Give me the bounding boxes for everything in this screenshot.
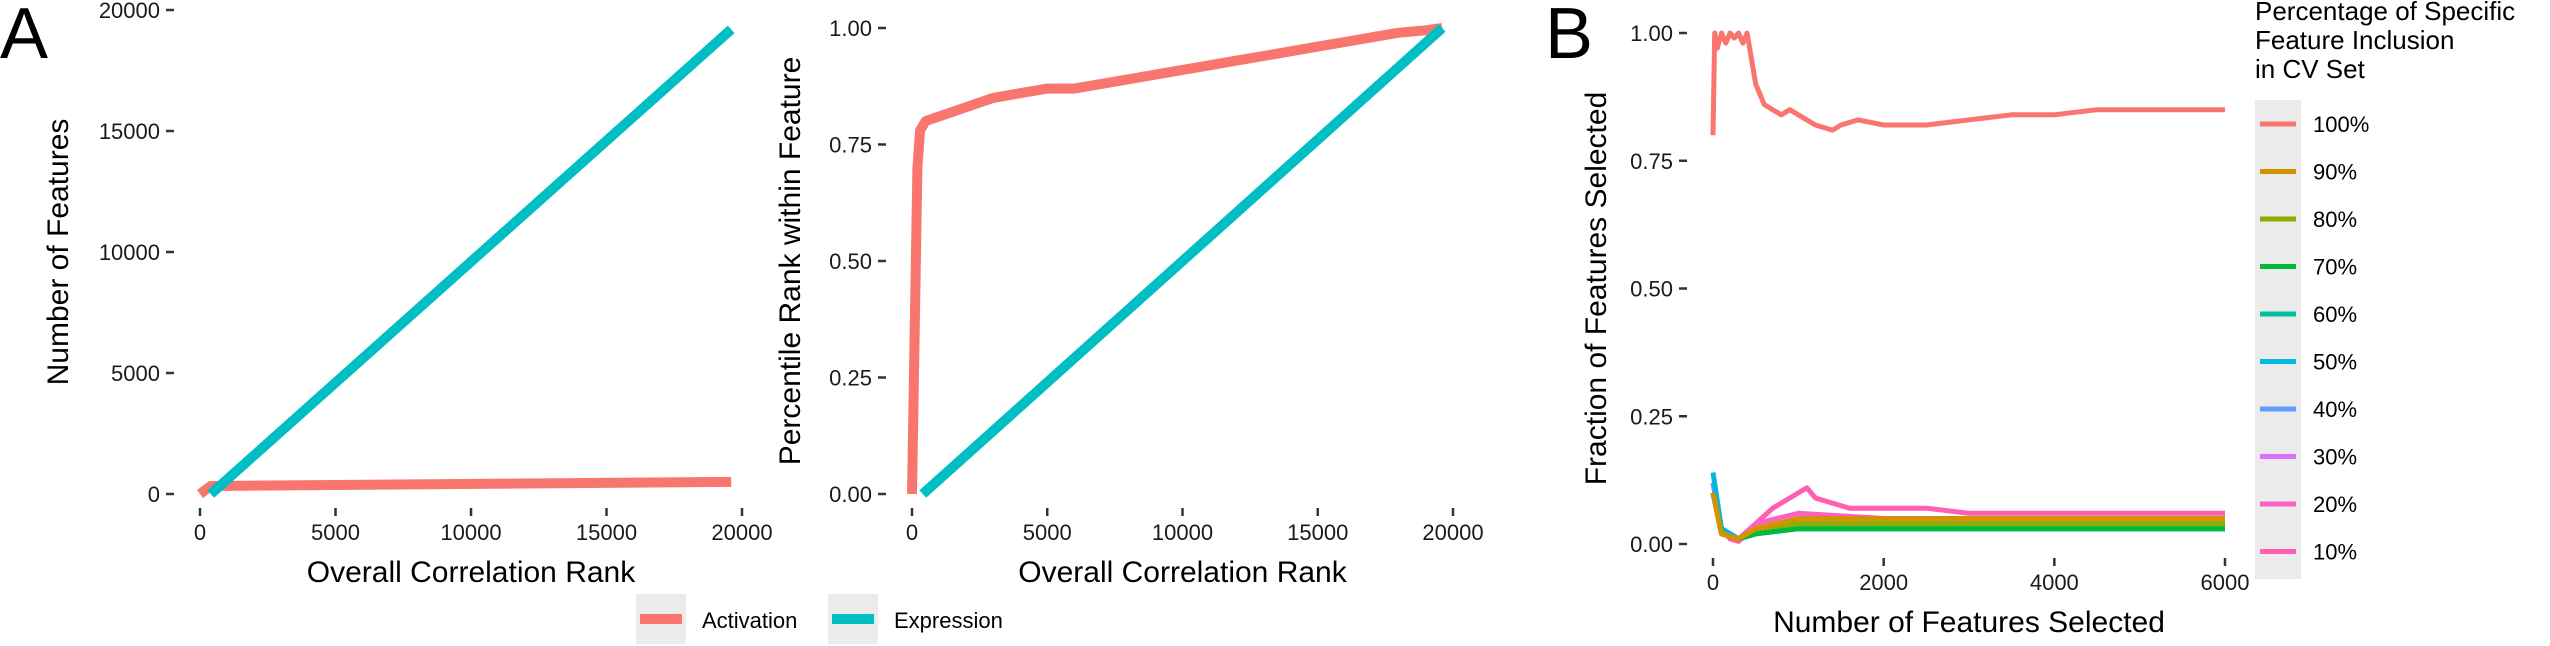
chart-A-left-xtick-label-1: 5000: [311, 520, 360, 545]
chart-B-ytick-label-0: 0.00: [1630, 532, 1673, 557]
chart-A-left-ytick-label-4: 20000: [99, 0, 160, 23]
legend-label-20%: 20%: [2313, 492, 2357, 517]
chart-A-right-xtick-label-0: 0: [906, 520, 918, 545]
legend-title-line-2: in CV Set: [2255, 54, 2366, 84]
chart-A-right-ytick-label-3: 0.75: [829, 133, 872, 158]
legend-label-80%: 80%: [2313, 207, 2357, 232]
chart-A-right-ytick-label-0: 0.00: [829, 482, 872, 507]
bottom-legend-label-Expression: Expression: [894, 608, 1003, 633]
chart-A-right-ytick-label-4: 1.00: [829, 16, 872, 41]
legend-label-60%: 60%: [2313, 302, 2357, 327]
legend-label-70%: 70%: [2313, 255, 2357, 280]
legend-title-line-0: Percentage of Specific: [2255, 0, 2515, 26]
chart-B-x-axis-title: Number of Features Selected: [1773, 606, 2165, 639]
chart-A-right-xtick-label-2: 10000: [1152, 520, 1213, 545]
chart-B-ytick-label-4: 1.00: [1630, 21, 1673, 46]
legend-label-100%: 100%: [2313, 112, 2369, 137]
legend-title-line-1: Feature Inclusion: [2255, 25, 2454, 55]
chart-A-left-ytick-label-3: 15000: [99, 119, 160, 144]
chart-A-right-series-Expression-line: [919, 24, 1446, 498]
chart-B-ytick-label-2: 0.50: [1630, 277, 1673, 302]
chart-A-left-series-Expression-line: [207, 25, 735, 498]
chart-A-right-y-axis-title: Percentile Rank within Feature: [774, 57, 807, 466]
legend-label-40%: 40%: [2313, 397, 2357, 422]
legend-label-10%: 10%: [2313, 540, 2357, 565]
chart-B-series-90%-line: [1710, 492, 2225, 542]
chart-A-right-xtick-label-4: 20000: [1422, 520, 1483, 545]
chart-B-ytick-label-3: 0.75: [1630, 149, 1673, 174]
chart-A-left-ytick-label-2: 10000: [99, 240, 160, 265]
chart-A-left-ytick-label-0: 0: [148, 482, 160, 507]
panel-label-a: A: [0, 0, 48, 74]
chart-A-left-xtick-label-4: 20000: [711, 520, 772, 545]
chart-A-left-xtick-label-0: 0: [194, 520, 206, 545]
chart-A-left-xtick-label-2: 10000: [440, 520, 501, 545]
chart-A-left-x-axis-title: Overall Correlation Rank: [307, 556, 636, 589]
bottom-legend-label-Activation: Activation: [702, 608, 797, 633]
chart-A-left-series-Activation-line: [197, 476, 732, 499]
chart-B-series-100%-line: [1710, 30, 2225, 136]
chart-A-right-series-Activation-line: [907, 23, 1443, 495]
chart-A-right-ytick-label-2: 0.50: [829, 249, 872, 274]
chart-A-left-y-axis-title: Number of Features: [42, 119, 75, 386]
chart-A-right-x-axis-title: Overall Correlation Rank: [1018, 556, 1347, 589]
panel-label-b: B: [1545, 0, 1593, 74]
legend-label-30%: 30%: [2313, 445, 2357, 470]
chart-A-left-ytick-label-1: 5000: [111, 361, 160, 386]
chart-B-xtick-label-0: 0: [1707, 570, 1719, 595]
chart-B-xtick-label-2: 4000: [2030, 570, 2079, 595]
chart-B-xtick-label-1: 2000: [1859, 570, 1908, 595]
chart-A-right-xtick-label-1: 5000: [1023, 520, 1072, 545]
chart-A-right-xtick-label-3: 15000: [1287, 520, 1348, 545]
chart-A-right-ytick-label-1: 0.25: [829, 366, 872, 391]
chart-B-ytick-label-1: 0.25: [1630, 404, 1673, 429]
legend-label-50%: 50%: [2313, 350, 2357, 375]
chart-B-y-axis-title: Fraction of Features Selected: [1580, 92, 1613, 486]
legend-label-90%: 90%: [2313, 160, 2357, 185]
legend-key-background: [2255, 100, 2301, 579]
chart-B-xtick-label-3: 6000: [2201, 570, 2250, 595]
chart-A-left-xtick-label-3: 15000: [576, 520, 637, 545]
